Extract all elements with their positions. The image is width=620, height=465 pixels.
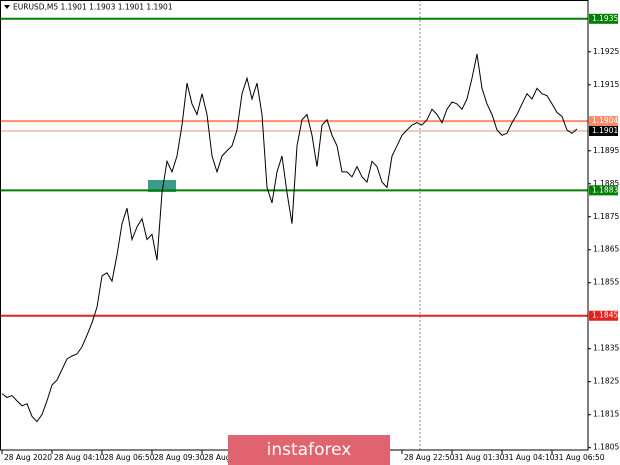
x-tick-label: 31 Aug 06:50 bbox=[554, 453, 605, 462]
axes: 1.1925 1.1915 1.1895 1.1885 1.1875 1.1865 1.18… bbox=[1, 13, 619, 462]
level-label: 1.1845 bbox=[592, 311, 618, 320]
level-label: 1.1901 bbox=[592, 126, 618, 135]
x-tick-label: 28 Aug 22:50 bbox=[404, 453, 455, 462]
level-label-box bbox=[589, 116, 618, 127]
level-label-box bbox=[589, 13, 618, 24]
y-tick-label: 1.1925 bbox=[593, 47, 619, 56]
y-tick-label: 1.1895 bbox=[593, 146, 619, 155]
level-label: 1.1904 bbox=[592, 116, 618, 125]
y-tick-label: 1.1865 bbox=[593, 245, 619, 254]
watermark-box bbox=[228, 435, 390, 465]
x-tick-label: 31 Aug 01:30 bbox=[454, 453, 505, 462]
x-tick-label: 28 Aug 2020 bbox=[4, 453, 52, 462]
y-tick-label: 1.1875 bbox=[593, 212, 619, 221]
level-label: 1.1883 bbox=[592, 185, 618, 194]
y-tick-label: 1.1825 bbox=[593, 377, 619, 386]
level-label-box bbox=[589, 185, 618, 196]
chart-title: EURUSD,M5 1.1901 1.1903 1.1901 1.1901 bbox=[13, 3, 173, 12]
level-label-box bbox=[589, 310, 618, 321]
y-tick-label: 1.1835 bbox=[593, 344, 619, 353]
level-label-box bbox=[589, 125, 618, 136]
marker-box bbox=[148, 180, 176, 192]
x-tick-label: 31 Aug 04:10 bbox=[504, 453, 555, 462]
level-label: 1.1935 bbox=[592, 14, 618, 23]
y-tick-label: 1.1805 bbox=[593, 443, 619, 452]
x-tick-label: 28 Aug 04:10 bbox=[54, 453, 105, 462]
price-line bbox=[1, 54, 578, 423]
x-tick-label: 28 Aug 09:30 bbox=[154, 453, 205, 462]
y-tick-label: 1.1855 bbox=[593, 278, 619, 287]
watermark: instaforex bbox=[267, 440, 352, 460]
x-tick-label: 28 Aug bbox=[204, 453, 231, 462]
y-tick-label: 1.1815 bbox=[593, 410, 619, 419]
plot bbox=[0, 17, 588, 423]
title-arrow bbox=[4, 5, 10, 9]
y-tick-label: 1.1885 bbox=[593, 179, 619, 188]
x-tick-label: 28 Aug 06:50 bbox=[104, 453, 155, 462]
y-tick-label: 1.1915 bbox=[593, 80, 619, 89]
